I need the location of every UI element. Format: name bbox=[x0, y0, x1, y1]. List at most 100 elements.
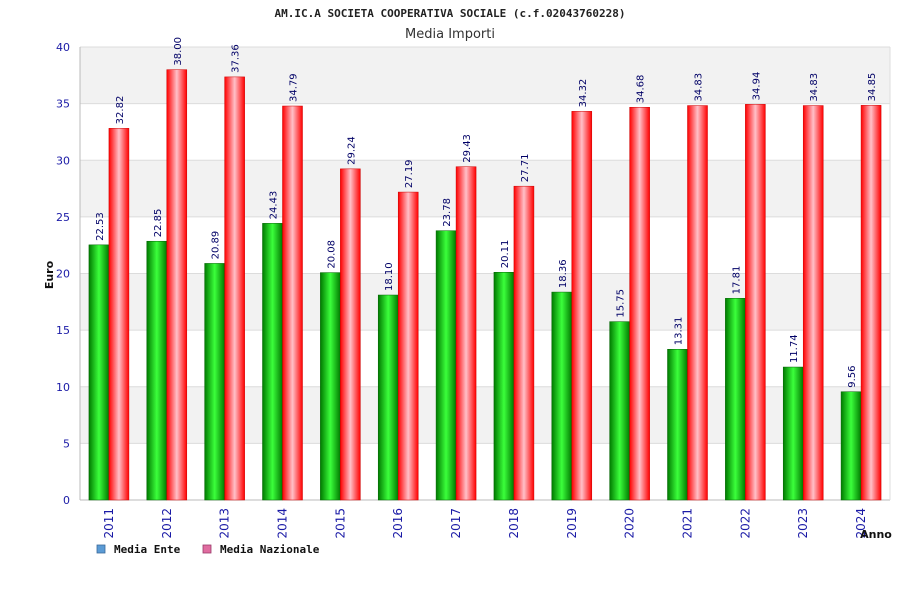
data-labels: 22.53 32.82 22.85 38.00 20.89 37.36 24.43 34.79… bbox=[95, 37, 878, 388]
bar-media-nazionale bbox=[224, 76, 245, 501]
data-label-media-nazionale: 37.36 bbox=[231, 44, 242, 73]
bar-media-ente bbox=[609, 321, 630, 501]
bar-media-ente bbox=[204, 263, 225, 501]
plot-band bbox=[80, 103, 890, 161]
x-tick-label: 2014 bbox=[276, 508, 290, 539]
bar-media-nazionale bbox=[629, 106, 650, 501]
bar-media-ente bbox=[262, 223, 283, 501]
y-tick-labels: 0 5 10 15 20 25 30 35 40 bbox=[56, 41, 70, 507]
bar-media-nazionale bbox=[745, 104, 766, 501]
y-tick-label: 25 bbox=[56, 211, 70, 224]
data-label-media-ente: 15.75 bbox=[616, 289, 627, 318]
data-label-media-nazionale: 34.85 bbox=[867, 73, 878, 102]
legend-label-media-ente: Media Ente bbox=[114, 543, 181, 556]
bars bbox=[88, 69, 882, 501]
x-tick-label: 2017 bbox=[449, 508, 463, 539]
chart-subtitle: Media Importi bbox=[405, 27, 495, 42]
bar-media-ente bbox=[88, 244, 110, 501]
bar-media-nazionale bbox=[397, 191, 419, 501]
legend: Media Ente Media Nazionale bbox=[96, 543, 320, 556]
data-label-media-ente: 13.31 bbox=[674, 317, 685, 346]
bar-media-ente bbox=[667, 349, 688, 501]
data-label-media-ente: 22.85 bbox=[153, 209, 164, 238]
x-tick-label: 2024 bbox=[854, 508, 868, 539]
data-label-media-ente: 20.89 bbox=[211, 231, 222, 260]
plot-band bbox=[80, 330, 890, 387]
bar-media-nazionale bbox=[108, 128, 130, 501]
data-label-media-ente: 23.78 bbox=[442, 198, 453, 227]
data-label-media-nazionale: 38.00 bbox=[173, 37, 184, 66]
x-tick-label: 2011 bbox=[102, 508, 116, 539]
x-tick-label: 2015 bbox=[333, 508, 347, 539]
plot-band bbox=[80, 216, 890, 274]
y-axis-label: Euro bbox=[43, 260, 56, 289]
y-tick-label: 10 bbox=[56, 381, 70, 394]
chart-title: AM.IC.A SOCIETA COOPERATIVA SOCIALE (c.f… bbox=[275, 7, 626, 20]
data-label-media-nazionale: 29.24 bbox=[346, 136, 357, 165]
data-label-media-nazionale: 34.94 bbox=[751, 72, 762, 101]
bar-media-nazionale bbox=[340, 168, 361, 501]
data-label-media-nazionale: 27.19 bbox=[404, 159, 415, 188]
bar-media-ente bbox=[840, 391, 862, 501]
data-label-media-nazionale: 32.82 bbox=[115, 96, 126, 125]
plot-band bbox=[80, 160, 890, 217]
plot-band bbox=[80, 273, 890, 331]
x-tick-label: 2012 bbox=[160, 508, 174, 539]
x-tick-label: 2023 bbox=[796, 508, 810, 539]
bar-media-nazionale bbox=[282, 105, 303, 501]
data-label-media-nazionale: 34.83 bbox=[694, 73, 705, 102]
bar-media-ente bbox=[782, 366, 804, 501]
x-tick-labels: 2011 2012 2013 2014 2015 2016 2017 2018 2019 2020… bbox=[102, 508, 868, 539]
y-tick-label: 0 bbox=[63, 494, 70, 507]
x-tick-label: 2022 bbox=[738, 508, 752, 539]
bar-media-ente bbox=[493, 272, 515, 501]
bar-media-nazionale bbox=[455, 166, 477, 501]
bar-media-ente bbox=[725, 298, 746, 501]
data-label-media-nazionale: 34.79 bbox=[289, 73, 300, 102]
bar-media-nazionale bbox=[166, 69, 188, 501]
legend-label-media-nazionale: Media Nazionale bbox=[220, 543, 320, 556]
plot-band bbox=[80, 386, 890, 444]
bar-media-nazionale bbox=[513, 185, 535, 501]
data-label-media-ente: 20.08 bbox=[326, 240, 337, 269]
x-tick-label: 2016 bbox=[391, 508, 405, 539]
data-label-media-ente: 9.56 bbox=[847, 365, 858, 387]
data-label-media-nazionale: 29.43 bbox=[462, 134, 473, 163]
data-label-media-ente: 18.10 bbox=[384, 262, 395, 291]
x-tick-label: 2013 bbox=[218, 508, 232, 539]
bar-media-ente bbox=[146, 240, 168, 501]
data-label-media-nazionale: 27.71 bbox=[520, 154, 531, 183]
y-tick-label: 35 bbox=[56, 98, 70, 111]
x-tick-label: 2019 bbox=[565, 508, 579, 539]
y-tick-label: 30 bbox=[56, 154, 70, 167]
bar-media-ente bbox=[320, 272, 341, 501]
y-tick-label: 40 bbox=[56, 41, 70, 54]
y-tick-label: 5 bbox=[63, 437, 70, 450]
legend-swatch-media-nazionale bbox=[202, 544, 212, 554]
bar-media-ente bbox=[377, 294, 399, 501]
data-label-media-nazionale: 34.83 bbox=[809, 73, 820, 102]
x-axis-label: Anno bbox=[860, 528, 892, 541]
bar-media-nazionale bbox=[860, 105, 882, 501]
bar-media-ente bbox=[551, 291, 573, 501]
bar-media-ente bbox=[435, 230, 457, 501]
x-tick-label: 2018 bbox=[507, 508, 521, 539]
bar-media-nazionale bbox=[687, 105, 708, 501]
y-tick-label: 15 bbox=[56, 324, 70, 337]
data-label-media-ente: 17.81 bbox=[731, 266, 742, 295]
bar-media-nazionale bbox=[571, 111, 593, 501]
x-tick-label: 2020 bbox=[623, 508, 637, 539]
data-label-media-nazionale: 34.32 bbox=[578, 79, 589, 108]
plot-band bbox=[80, 47, 890, 104]
data-label-media-ente: 18.36 bbox=[558, 259, 569, 288]
y-tick-label: 20 bbox=[56, 268, 70, 281]
data-label-media-ente: 20.11 bbox=[500, 240, 511, 269]
x-tick-label: 2021 bbox=[681, 508, 695, 539]
data-label-media-ente: 24.43 bbox=[269, 191, 280, 220]
data-label-media-nazionale: 34.68 bbox=[636, 75, 647, 104]
plot-band bbox=[80, 443, 890, 500]
data-label-media-ente: 22.53 bbox=[95, 212, 106, 241]
bar-media-nazionale bbox=[802, 105, 824, 501]
data-label-media-ente: 11.74 bbox=[789, 334, 800, 363]
